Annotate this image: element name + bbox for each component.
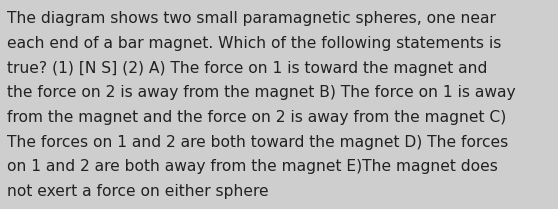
Text: not exert a force on either sphere: not exert a force on either sphere — [7, 184, 268, 199]
Text: The diagram shows two small paramagnetic spheres, one near: The diagram shows two small paramagnetic… — [7, 11, 496, 27]
Text: The forces on 1 and 2 are both toward the magnet D) The forces: The forces on 1 and 2 are both toward th… — [7, 135, 508, 150]
Text: true? (1) [N S] (2) A) The force on 1 is toward the magnet and: true? (1) [N S] (2) A) The force on 1 is… — [7, 61, 487, 76]
Text: from the magnet and the force on 2 is away from the magnet C): from the magnet and the force on 2 is aw… — [7, 110, 506, 125]
Text: each end of a bar magnet. Which of the following statements is: each end of a bar magnet. Which of the f… — [7, 36, 501, 51]
Text: the force on 2 is away from the magnet B) The force on 1 is away: the force on 2 is away from the magnet B… — [7, 85, 516, 101]
Text: on 1 and 2 are both away from the magnet E)The magnet does: on 1 and 2 are both away from the magnet… — [7, 159, 498, 175]
